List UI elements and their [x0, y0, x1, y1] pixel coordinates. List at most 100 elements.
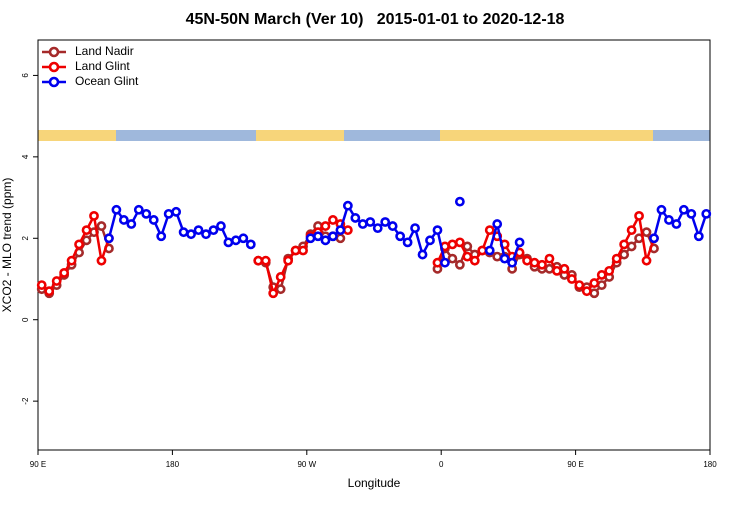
- data-point: [268, 288, 279, 299]
- data-point: [395, 231, 406, 242]
- data-point: [447, 253, 458, 264]
- data-point: [477, 245, 488, 256]
- data-point: [701, 208, 712, 219]
- x-tick-label: 180: [703, 460, 717, 469]
- data-point: [342, 200, 353, 211]
- data-point: [335, 233, 346, 244]
- y-tick-label: 2: [21, 236, 30, 241]
- data-point: [410, 223, 420, 234]
- x-tick-label: 180: [166, 460, 180, 469]
- data-point: [66, 255, 77, 266]
- data-point: [380, 217, 391, 227]
- data-point: [462, 241, 473, 252]
- data-point: [342, 225, 353, 236]
- data-point: [59, 267, 70, 278]
- data-point: [454, 237, 465, 248]
- series: [104, 196, 712, 268]
- data-point: [440, 257, 450, 268]
- data-point: [36, 280, 47, 291]
- legend-label: Land Glint: [75, 59, 130, 73]
- data-point: [298, 245, 308, 256]
- data-point: [320, 221, 331, 231]
- data-point: [425, 235, 435, 246]
- data-point: [335, 225, 346, 236]
- data-point: [641, 255, 652, 266]
- data-point: [492, 251, 503, 262]
- data-point: [245, 239, 256, 250]
- y-tick-label: 4: [21, 154, 30, 159]
- data-point: [81, 225, 92, 236]
- data-point: [156, 231, 167, 242]
- data-point: [372, 223, 383, 234]
- data-point: [604, 265, 615, 276]
- y-tick-label: 6: [21, 73, 30, 78]
- data-point: [671, 219, 682, 229]
- series: [36, 210, 659, 299]
- data-point: [537, 259, 547, 270]
- data-point: [619, 239, 630, 250]
- data-point: [484, 245, 495, 256]
- chart-title: 45N-50N March (Ver 10) 2015-01-01 to 202…: [186, 11, 565, 28]
- data-point: [596, 270, 607, 280]
- data-point: [216, 221, 226, 231]
- data-point: [230, 235, 241, 246]
- data-point: [89, 210, 99, 221]
- data-point: [499, 253, 510, 264]
- data-point: [178, 227, 189, 238]
- x-tick-label: 0: [439, 460, 444, 469]
- data-point: [664, 215, 674, 225]
- ocean-band: [653, 130, 710, 141]
- data-point: [126, 219, 137, 229]
- data-point: [544, 263, 555, 274]
- data-point: [641, 227, 652, 238]
- data-point: [454, 196, 465, 207]
- data-point: [574, 280, 585, 291]
- data-point: [44, 286, 55, 297]
- data-point: [275, 284, 286, 295]
- data-point: [328, 215, 338, 225]
- legend-marker: [48, 76, 60, 88]
- data-point: [522, 255, 532, 266]
- legend-label: Land Nadir: [75, 44, 134, 58]
- data-point: [328, 231, 338, 242]
- data-point: [454, 259, 465, 270]
- x-tick-label: 90 E: [30, 460, 46, 469]
- data-point: [626, 225, 637, 236]
- data-point: [626, 241, 637, 252]
- ocean-band: [344, 130, 440, 141]
- x-tick-label: 90 W: [297, 460, 316, 469]
- x-tick-label: 90 E: [567, 460, 583, 469]
- data-point: [611, 253, 622, 264]
- data-point: [320, 235, 331, 246]
- data-point: [686, 208, 697, 219]
- data-point: [581, 286, 592, 297]
- data-point: [223, 237, 234, 248]
- data-point: [81, 235, 92, 246]
- data-point: [201, 229, 211, 240]
- data-point: [589, 288, 600, 299]
- data-point: [74, 239, 84, 250]
- data-point: [514, 237, 525, 248]
- data-point: [484, 225, 495, 236]
- data-point: [163, 208, 174, 219]
- data-point: [656, 204, 667, 215]
- data-point: [357, 219, 368, 229]
- data-point: [492, 219, 503, 229]
- y-tick-label: 0: [21, 317, 30, 322]
- data-point: [559, 263, 570, 274]
- data-point: [283, 255, 294, 266]
- data-point: [275, 272, 286, 282]
- data-point: [566, 274, 577, 284]
- data-point: [432, 225, 443, 236]
- legend-marker: [48, 46, 60, 58]
- data-point: [469, 255, 480, 266]
- data-point: [417, 249, 428, 260]
- data-point: [402, 237, 413, 248]
- data-point: [589, 278, 600, 288]
- data-point: [290, 245, 301, 256]
- data-point: [552, 265, 562, 276]
- data-point: [529, 257, 540, 268]
- data-point: [118, 215, 129, 225]
- data-point: [260, 255, 271, 266]
